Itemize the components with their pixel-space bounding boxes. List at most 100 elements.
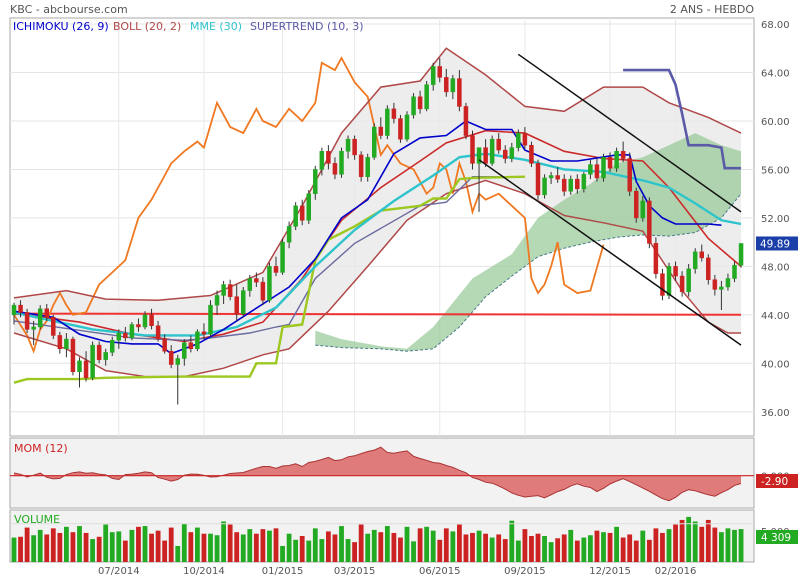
volume-bar (44, 534, 50, 562)
volume-bar (424, 526, 430, 562)
price-tick-label: 64.00 (761, 69, 790, 80)
candle (208, 300, 213, 337)
volume-bar (496, 534, 502, 562)
candle-body (476, 147, 482, 164)
volume-bar (594, 530, 600, 562)
candle (548, 171, 554, 184)
volume-bar (70, 532, 76, 562)
candle (424, 81, 429, 112)
volume-bar (404, 526, 410, 562)
candle-body (404, 114, 410, 140)
candle-body (83, 360, 89, 379)
candle-body (293, 205, 298, 227)
candle (44, 303, 49, 321)
candle-body (666, 266, 672, 296)
candle (155, 320, 161, 342)
momentum-last-value: -2.90 (761, 476, 788, 488)
momentum-area (14, 447, 741, 501)
candle (96, 341, 102, 364)
candle-body (548, 175, 554, 179)
volume-bar (666, 529, 672, 562)
candle-body (345, 138, 351, 152)
volume-bar (90, 539, 95, 562)
volume-bar (136, 526, 141, 562)
x-tick-label: 02/2016 (655, 566, 697, 577)
candle-body (503, 149, 508, 159)
volume-bar (463, 534, 469, 562)
volume-bar (365, 533, 371, 562)
volume-bar (312, 528, 318, 562)
volume-bar (398, 537, 403, 562)
candle-body (634, 191, 639, 219)
candle-body (575, 178, 580, 190)
candle (221, 280, 226, 304)
candle-body (182, 342, 187, 359)
volume-bar (234, 532, 240, 562)
candle-body (31, 326, 36, 330)
volume-bar (116, 531, 122, 562)
candle-body (627, 158, 632, 192)
candle (123, 326, 128, 342)
volume-bar (627, 534, 633, 562)
volume-bar (253, 533, 259, 562)
x-tick-label: 10/2014 (183, 566, 225, 577)
volume-bar (614, 526, 619, 562)
candle (699, 244, 704, 262)
volume-bar (260, 529, 266, 562)
channel-upper-line (517, 53, 742, 213)
candle (306, 190, 311, 224)
candle (391, 102, 397, 124)
momentum-value-badge: -2.90 (756, 474, 798, 488)
candle-body (463, 106, 469, 136)
candle-body (195, 331, 200, 350)
volume-bar (686, 516, 692, 562)
candle (195, 329, 200, 352)
candle-body (142, 314, 148, 328)
candle (299, 199, 305, 226)
candle-body (614, 151, 619, 169)
volume-bar (443, 528, 449, 562)
volume-bar (620, 537, 626, 562)
volume-bar (280, 545, 285, 562)
candle-body (51, 317, 56, 336)
candle (234, 284, 239, 321)
candle-body (352, 138, 357, 156)
volume-bar (175, 545, 181, 562)
candle-body (221, 284, 226, 296)
candle-body (378, 126, 384, 136)
volume-bar (64, 526, 69, 562)
candle (450, 74, 456, 100)
volume-bar (214, 535, 220, 562)
candle-body (535, 163, 541, 196)
volume-bar (352, 542, 357, 562)
candle (738, 243, 744, 268)
candle (57, 331, 63, 354)
momentum-line (13, 446, 742, 502)
volume-bar (31, 535, 37, 562)
volume-bar (417, 528, 423, 562)
candle-body (372, 126, 377, 158)
candle-body (273, 266, 279, 273)
candle (267, 262, 272, 303)
volume-bar (692, 521, 698, 562)
candle-body (640, 200, 646, 219)
candle-body (555, 175, 560, 180)
candle (542, 174, 547, 199)
candle-body (692, 251, 698, 270)
candle-body (24, 312, 30, 330)
candle (706, 254, 711, 285)
volume-bar (103, 524, 109, 562)
candle-body (267, 266, 272, 301)
candle-body (162, 338, 167, 352)
x-tick-label: 01/2015 (262, 566, 304, 577)
candle (640, 196, 646, 222)
candle-body (313, 169, 318, 194)
candle-body (326, 151, 331, 164)
candle-body (725, 278, 731, 288)
volume-bar (588, 535, 593, 562)
candle-body (339, 151, 344, 175)
volume-bar (37, 529, 43, 562)
lagging-span-line (13, 56, 605, 354)
volume-bar (601, 532, 606, 562)
candle (470, 130, 475, 170)
